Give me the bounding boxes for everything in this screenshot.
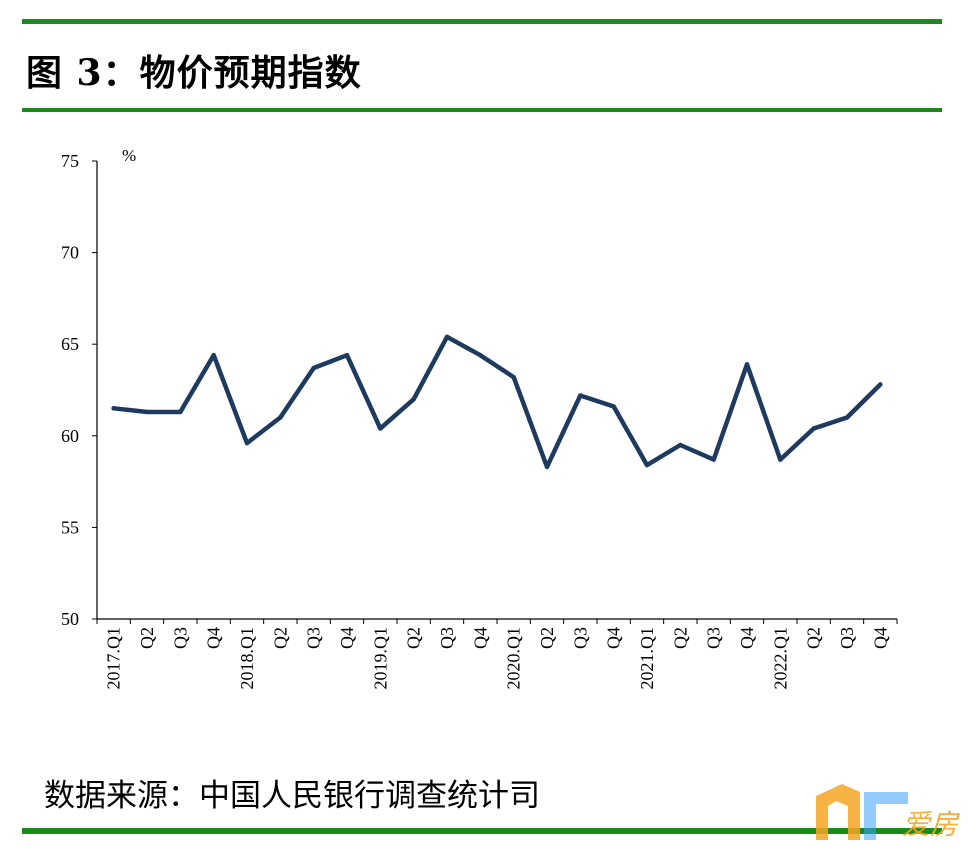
figure-title: 图 3：物价预期指数 — [26, 52, 362, 94]
x-tick-label: Q3 — [704, 627, 724, 649]
data-point — [211, 352, 216, 358]
chart-axes — [96, 161, 897, 620]
data-point — [444, 334, 450, 340]
source-note: 数据来源：中国人民银行调查统计司 — [44, 778, 540, 814]
x-tick-label: Q4 — [470, 627, 490, 649]
x-tick-label: Q2 — [804, 627, 824, 649]
x-tick-label: Q3 — [437, 627, 457, 649]
x-tick-label: Q4 — [204, 627, 224, 649]
data-point — [411, 396, 416, 402]
data-point — [478, 352, 483, 358]
data-point — [778, 457, 783, 462]
x-tick-label: Q2 — [137, 627, 157, 649]
data-point — [278, 415, 283, 420]
y-axis-unit-label: % — [122, 146, 136, 165]
data-point — [744, 362, 750, 367]
x-tick-label: 2019.Q1 — [370, 627, 390, 690]
x-tick-label: Q2 — [670, 627, 690, 649]
data-point — [178, 409, 183, 415]
data-point — [644, 462, 650, 468]
x-tick-label: 2020.Q1 — [504, 627, 524, 690]
y-tick-label: 65 — [61, 334, 79, 354]
data-point — [144, 409, 150, 415]
data-point — [111, 406, 116, 411]
x-tick-label: 2021.Q1 — [637, 627, 657, 690]
data-point — [611, 404, 616, 409]
y-tick-label: 55 — [61, 517, 79, 537]
data-point — [878, 382, 883, 387]
roof-accent-icon — [864, 792, 908, 840]
series-line — [111, 334, 883, 470]
data-point — [378, 426, 383, 431]
x-tick-label: Q2 — [270, 627, 290, 649]
y-axis-ticks: 50 55 60 65 70 75 — [61, 151, 97, 629]
x-tick-label: Q4 — [870, 627, 890, 649]
x-tick-label: Q3 — [837, 627, 857, 649]
watermark-text: 爱房 — [902, 808, 960, 840]
data-point — [578, 393, 583, 398]
data-point — [711, 457, 716, 462]
x-tick-label: Q2 — [404, 627, 424, 649]
x-tick-label: 2018.Q1 — [237, 627, 257, 690]
x-tick-label: Q4 — [737, 627, 757, 649]
data-point — [344, 352, 350, 358]
x-tick-label: Q3 — [304, 627, 324, 649]
x-tick-label: 2022.Q1 — [770, 627, 790, 690]
y-tick-label: 50 — [61, 609, 79, 629]
y-tick-label: 60 — [61, 426, 79, 446]
data-point — [244, 440, 250, 446]
x-tick-label: Q4 — [604, 627, 624, 649]
series-layer — [111, 334, 883, 470]
x-tick-label: Q3 — [170, 627, 190, 649]
data-point — [678, 442, 683, 448]
data-point — [811, 426, 816, 431]
y-tick-label: 75 — [61, 151, 79, 171]
bottom-rule — [22, 828, 942, 834]
house-icon — [816, 784, 860, 840]
x-axis-ticks: 2017.Q1 Q2 Q3 Q4 2018.Q1 Q2 Q3 Q4 2019.Q1 Q2 Q3 Q4 2… — [96, 619, 898, 690]
data-point — [311, 365, 316, 371]
data-point — [544, 464, 550, 470]
x-tick-label: Q3 — [570, 627, 590, 649]
data-point — [511, 374, 516, 380]
data-point — [844, 415, 850, 420]
title-rule — [22, 108, 942, 112]
y-tick-label: 70 — [61, 243, 79, 263]
x-tick-label: Q2 — [537, 627, 557, 649]
x-tick-label: 2017.Q1 — [104, 627, 124, 690]
x-tick-label: Q4 — [337, 627, 357, 649]
top-rule — [22, 19, 942, 24]
watermark-logo: 爱房 — [816, 784, 960, 840]
